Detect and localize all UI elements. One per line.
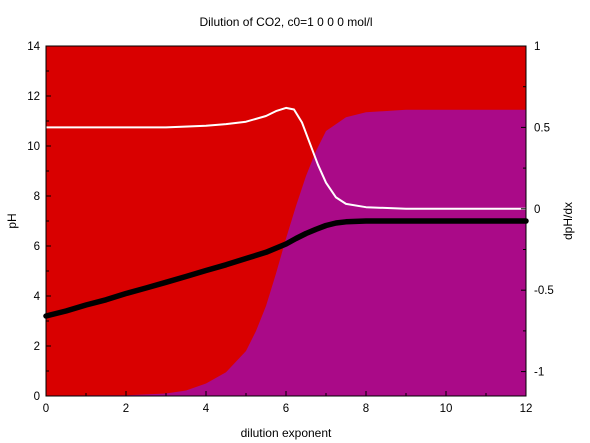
y-tick-label: 10 xyxy=(27,141,40,153)
x-tick-label: 6 xyxy=(283,403,289,415)
x-tick-label: 10 xyxy=(440,403,453,415)
y2-tick-label: 0 xyxy=(534,204,540,216)
x-tick-label: 8 xyxy=(363,403,369,415)
y-tick-label: 12 xyxy=(27,91,40,103)
species-area xyxy=(46,109,526,397)
y2-axis-label: dpH/dx xyxy=(561,202,575,240)
y2-tick-label: -0.5 xyxy=(534,285,554,297)
x-tick-label: 4 xyxy=(203,403,210,415)
y2-tick-label: -1 xyxy=(534,367,544,379)
chart-title: Dilution of CO2, c0=1 0 0 0 mol/l xyxy=(199,15,372,29)
x-tick-label: 0 xyxy=(43,403,49,415)
y-tick-label: 8 xyxy=(34,191,40,203)
y-tick-label: 2 xyxy=(34,341,40,353)
ph-line xyxy=(43,218,529,319)
dph-dx-line xyxy=(46,106,526,210)
y-tick-label: 0 xyxy=(34,391,40,403)
y-axis-label: pH xyxy=(5,213,19,228)
y-tick-label: 6 xyxy=(34,241,40,253)
y-tick-label: 14 xyxy=(27,41,40,53)
y-tick-label: 4 xyxy=(34,291,41,303)
x-tick-label: 2 xyxy=(123,403,129,415)
y2-tick-label: 1 xyxy=(534,41,540,53)
y-axis-ticks: 0 2 4 6 8 10 12 14 xyxy=(27,41,51,403)
y2-axis-ticks: -1 -0.5 0 0.5 1 xyxy=(521,41,554,379)
x-axis-label: dilution exponent xyxy=(241,426,332,440)
y2-tick-label: 0.5 xyxy=(534,122,550,134)
x-axis-ticks: 0 2 4 6 8 10 12 xyxy=(43,391,533,415)
x-tick-label: 12 xyxy=(520,403,533,415)
